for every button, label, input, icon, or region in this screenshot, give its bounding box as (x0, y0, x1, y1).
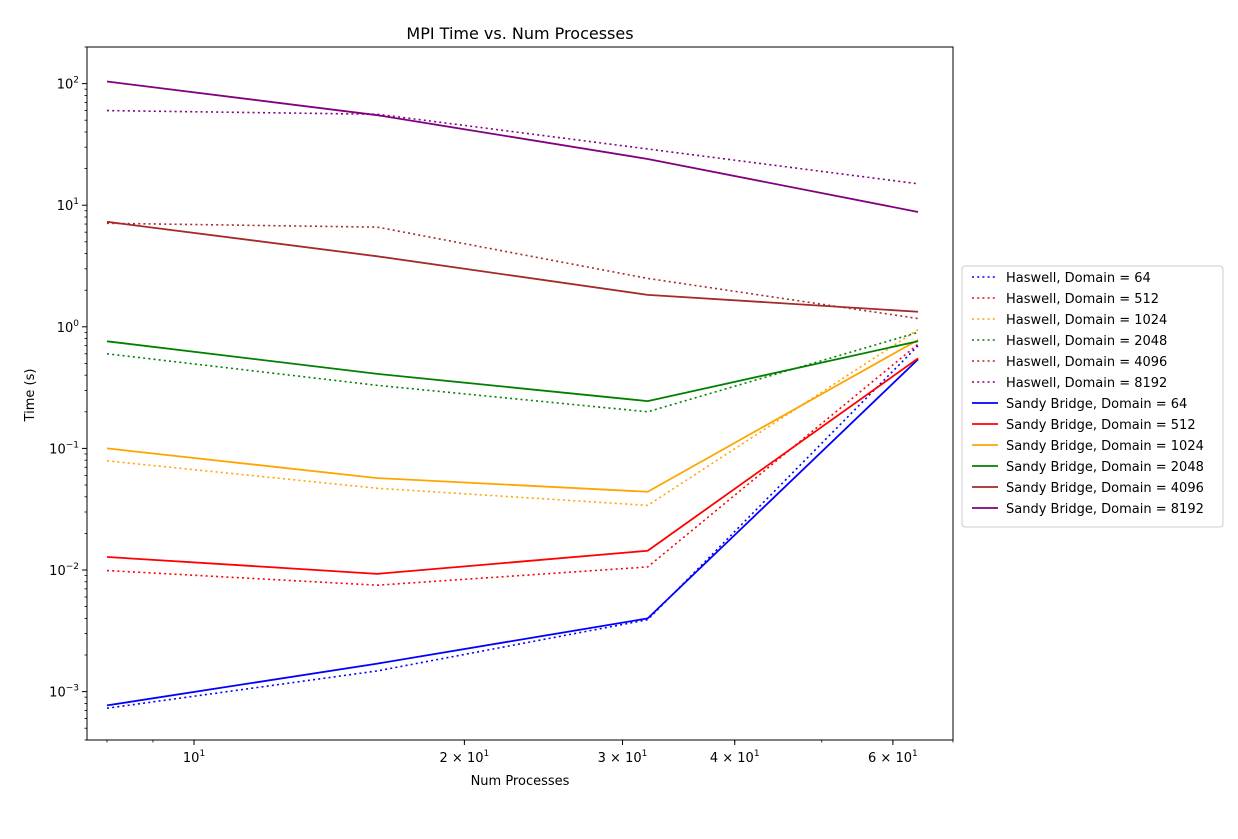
legend-label: Haswell, Domain = 64 (1006, 271, 1151, 286)
series-line-haswell-domain-512 (106, 343, 919, 587)
chart-title: MPI Time vs. Num Processes (406, 24, 633, 43)
series-line-sandy-bridge-domain-1024 (106, 339, 919, 493)
x-tick-label: 6 × 101 (868, 749, 918, 766)
legend-label: Haswell, Domain = 8192 (1006, 376, 1167, 391)
series-line-haswell-domain-2048 (106, 331, 919, 413)
series-line-haswell-domain-4096 (106, 222, 919, 320)
legend-label: Sandy Bridge, Domain = 2048 (1006, 460, 1204, 475)
legend-label: Haswell, Domain = 4096 (1006, 355, 1167, 370)
series-line-sandy-bridge-domain-4096 (106, 220, 919, 313)
legend-box (961, 265, 1224, 528)
legend: Haswell, Domain = 64 Haswell, Domain = 51… (961, 265, 1224, 528)
series-line-haswell-domain-1024 (106, 328, 919, 507)
x-tick-label: 2 × 101 (440, 749, 490, 766)
series-line-sandy-bridge-domain-512 (106, 357, 919, 575)
y-axis-label: Time (s) (23, 369, 38, 423)
x-tick-label: 3 × 101 (598, 749, 648, 766)
series-line-sandy-bridge-domain-8192 (106, 80, 919, 213)
legend-label: Sandy Bridge, Domain = 512 (1006, 418, 1196, 433)
x-tick-label: 4 × 101 (710, 749, 760, 766)
series-line-sandy-bridge-domain-2048 (106, 340, 919, 402)
legend-label: Haswell, Domain = 1024 (1006, 313, 1167, 328)
legend-label: Sandy Bridge, Domain = 8192 (1006, 502, 1204, 517)
legend-label: Haswell, Domain = 512 (1006, 292, 1159, 307)
series-line-haswell-domain-8192 (106, 109, 919, 185)
legend-label: Sandy Bridge, Domain = 64 (1006, 397, 1187, 412)
series-line-haswell-domain-64 (106, 345, 919, 710)
axes-frame (86, 46, 954, 741)
legend-label: Sandy Bridge, Domain = 1024 (1006, 439, 1204, 454)
x-axis-label: Num Processes (471, 774, 570, 789)
series-line-sandy-bridge-domain-64 (106, 358, 919, 707)
legend-label: Haswell, Domain = 2048 (1006, 334, 1167, 349)
legend-label: Sandy Bridge, Domain = 4096 (1006, 481, 1204, 496)
